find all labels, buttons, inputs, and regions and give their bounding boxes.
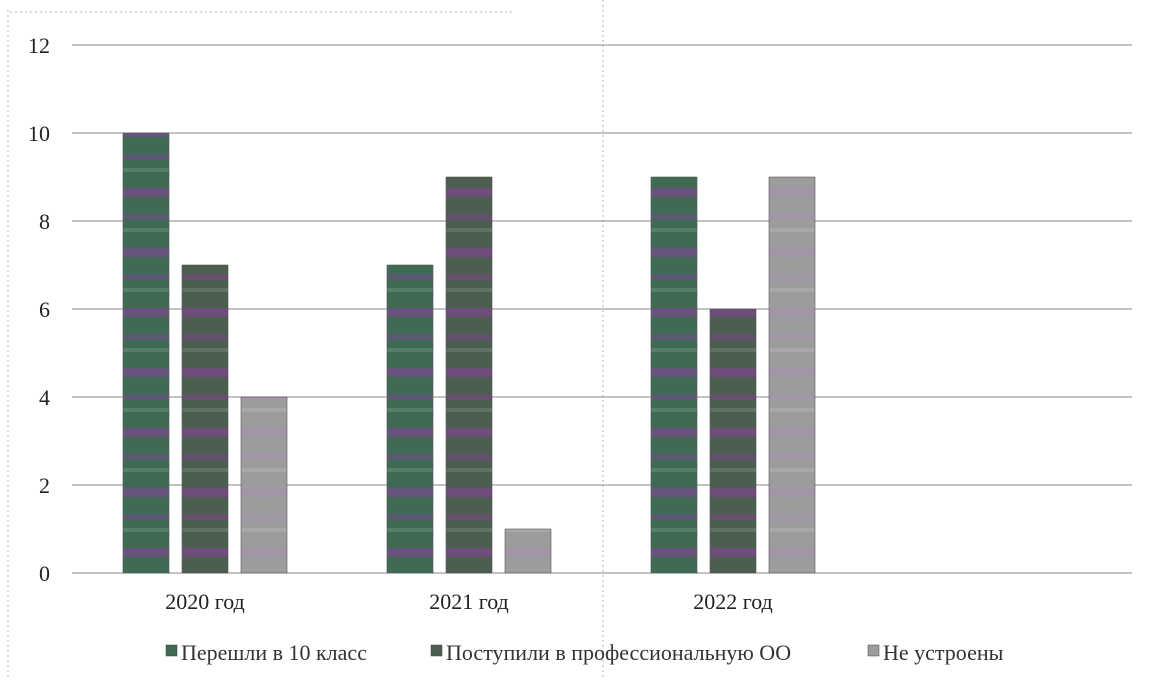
bar-3-3 (768, 176, 816, 574)
bar-2-3 (709, 308, 757, 574)
y-axis-ticks: 0 2 4 6 8 10 12 (28, 33, 50, 586)
y-tick-label: 8 (39, 209, 50, 234)
legend-label: Не устроены (883, 640, 1004, 665)
y-tick-label: 6 (39, 297, 50, 322)
bar-3-2 (504, 528, 552, 574)
legend-swatch (165, 644, 178, 657)
y-tick-label: 2 (39, 473, 50, 498)
x-axis-categories: 2020 год 2021 год 2022 год (165, 589, 773, 614)
grid-lines (72, 44, 1132, 574)
y-tick-label: 0 (39, 561, 50, 586)
bar-3-1 (240, 396, 288, 574)
legend: Перешли в 10 класс Поступили в профессион… (165, 640, 1004, 665)
y-tick-label: 4 (39, 385, 50, 410)
legend-swatch (430, 644, 443, 657)
y-tick-label: 10 (28, 121, 50, 146)
x-category-label: 2021 год (429, 589, 509, 614)
y-tick-label: 12 (28, 33, 50, 58)
bar-1-3 (650, 176, 698, 574)
bars (122, 132, 816, 574)
bar-2-1 (181, 264, 229, 574)
x-category-label: 2020 год (165, 589, 245, 614)
legend-label: Перешли в 10 класс (181, 640, 367, 665)
bar-1-1 (122, 132, 170, 574)
x-category-label: 2022 год (693, 589, 773, 614)
bar-2-2 (445, 176, 493, 574)
legend-label: Поступили в профессиональную ОО (446, 640, 791, 665)
bar-1-2 (386, 264, 434, 574)
legend-swatch (867, 644, 880, 657)
